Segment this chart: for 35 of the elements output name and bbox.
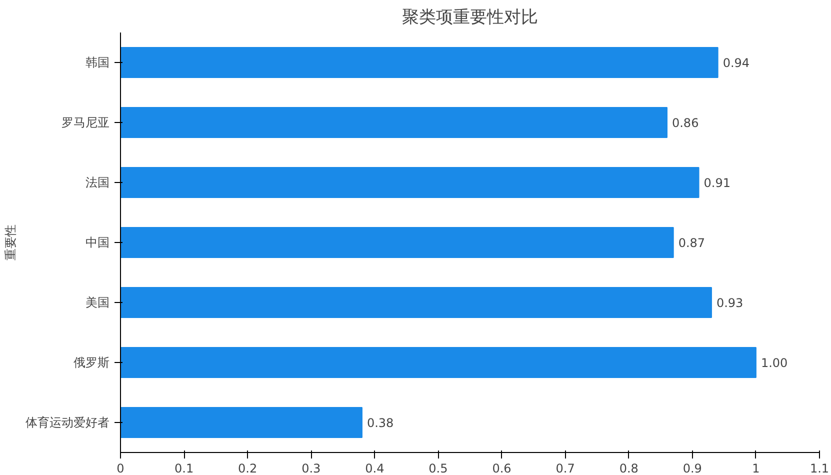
bar [120, 407, 362, 438]
data-label: 0.91 [704, 176, 730, 190]
x-tick-label: 0.1 [174, 462, 194, 475]
x-tick-label: 0.9 [682, 462, 702, 475]
y-tick-label: 中国 [86, 236, 110, 250]
x-tick-label: 0.7 [556, 462, 575, 475]
y-tick-label: 法国 [86, 176, 110, 190]
bar [120, 227, 674, 258]
data-label: 1.00 [760, 356, 788, 370]
x-tick-label: 0.5 [428, 462, 448, 475]
x-tick-label: 0.8 [619, 462, 638, 475]
y-tick-label: 俄罗斯 [74, 356, 110, 370]
bar [120, 107, 668, 138]
x-tick-label: 0.6 [492, 462, 512, 475]
data-label: 0.87 [678, 236, 706, 250]
bar [120, 347, 756, 378]
y-tick-label: 罗马尼亚 [62, 116, 110, 130]
data-label: 0.86 [672, 116, 699, 130]
y-tick-label: 美国 [86, 296, 110, 310]
y-axis-title: 重要性 [4, 224, 18, 260]
x-tick-label: 0.2 [238, 462, 258, 475]
y-tick-label: 韩国 [86, 56, 110, 70]
data-label: 0.93 [716, 296, 744, 310]
bar [120, 287, 712, 318]
bar [120, 47, 718, 78]
x-tick-label: 1.1 [810, 462, 830, 475]
x-tick-label: 0.4 [365, 462, 384, 475]
bar [120, 167, 700, 198]
x-tick-label: 0.3 [302, 462, 321, 475]
data-label: 0.94 [722, 56, 750, 70]
x-tick-label: 1 [752, 462, 760, 475]
x-tick-label: 0 [116, 462, 124, 475]
data-label: 0.38 [366, 416, 394, 430]
chart-title: 聚类项重要性对比 [402, 8, 538, 28]
y-tick-label: 体育运动爱好者 [26, 416, 110, 430]
